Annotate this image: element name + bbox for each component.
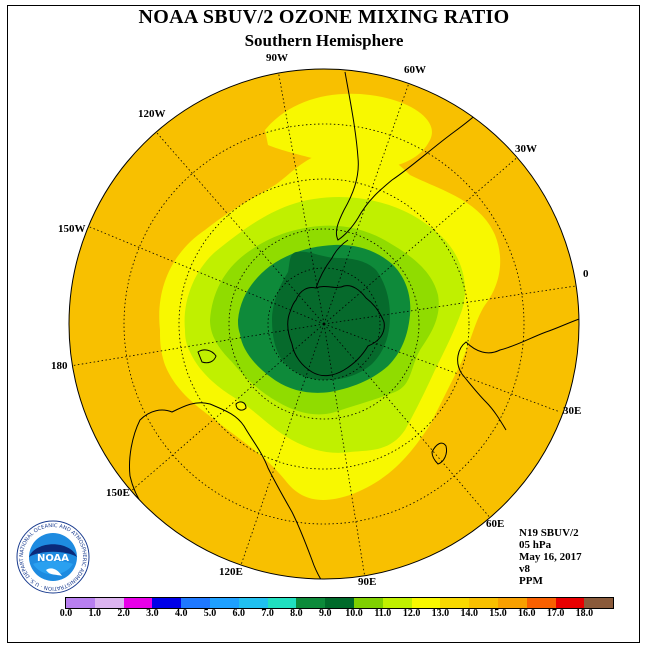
longitude-label-30w: 30W [515, 143, 537, 155]
map-frame [7, 5, 640, 643]
noaa-logo: NATIONAL OCEANIC AND ATMOSPHERIC ADMINIS… [16, 520, 90, 594]
longitude-label-90e: 90E [358, 576, 377, 588]
colorbar-segment [469, 598, 498, 608]
colorbar-tick-label: 12.0 [402, 608, 421, 619]
satellite-label: N19 SBUV/2 [519, 527, 579, 539]
pressure-level-label: 05 hPa [519, 539, 552, 551]
logo-noaa-text: NOAA [37, 553, 69, 564]
page-title: NOAA SBUV/2 OZONE MIXING RATIO [138, 6, 510, 28]
data-info-block: N19 SBUV/2 05 hPa May 16, 2017 v8 PPM [519, 527, 582, 587]
colorbar-segment [181, 598, 210, 608]
colorbar-segment [353, 598, 383, 608]
colorbar-segment [555, 598, 585, 608]
colorbar-tick-label: 8.0 [290, 608, 303, 619]
colorbar-segment [526, 598, 556, 608]
africa-coastline [457, 317, 579, 431]
graticule-lines [69, 69, 579, 579]
colorbar-tick-label: 4.0 [174, 608, 188, 619]
units-label: PPM [519, 575, 543, 587]
longitude-label-60e: 60E [486, 518, 505, 530]
version-label: v8 [519, 563, 530, 575]
colorbar-segment [94, 598, 124, 608]
page-subtitle: Southern Hemisphere [244, 31, 404, 50]
ozone-contour-9ppm [272, 251, 390, 380]
colorbar-tick-label: 7.0 [261, 608, 274, 619]
colorbar [65, 597, 615, 609]
south-america-coastline [335, 71, 496, 241]
longitude-label-60w: 60W [404, 64, 426, 76]
map-outer-circle [68, 68, 580, 580]
colorbar-tick-label: 17.0 [546, 608, 565, 619]
colorbar-segment [296, 598, 326, 608]
tasmania-coastline [235, 401, 247, 411]
longitude-label-120e: 120E [219, 566, 243, 578]
new-zealand-coastline [197, 349, 217, 364]
colorbar-tick-label: 14.0 [460, 608, 478, 619]
colorbar-segment [382, 598, 412, 608]
date-label: May 16, 2017 [519, 551, 582, 563]
longitude-label-0: 0 [583, 268, 589, 280]
colorbar-segment [584, 598, 614, 608]
colorbar-segment [497, 598, 527, 608]
colorbar-tick-label: 3.0 [146, 608, 159, 619]
madagascar-coastline [431, 442, 447, 465]
colorbar-segment [152, 598, 182, 608]
longitude-label-120w: 120W [138, 108, 166, 120]
colorbar-segment [267, 598, 297, 608]
longitude-label-180: 180 [51, 360, 68, 372]
colorbar-tick-label: 0.0 [59, 608, 73, 619]
colorbar-segment [66, 598, 95, 608]
colorbar-tick-label: 18.0 [575, 608, 594, 619]
colorbar-tick-label: 13.0 [431, 608, 450, 619]
colorbar-tick-label: 9.0 [318, 608, 332, 619]
colorbar-segment [209, 598, 239, 608]
colorbar-segment [325, 598, 354, 608]
longitude-label-150e: 150E [106, 487, 130, 499]
colorbar-segment [238, 598, 268, 608]
colorbar-segment [440, 598, 470, 608]
antarctic-peninsula [315, 239, 349, 289]
longitude-label-30e: 30E [563, 405, 582, 417]
colorbar-tick-label: 6.0 [232, 608, 246, 619]
colorbar-tick-label: 10.0 [345, 608, 363, 619]
colorbar-tick-label: 2.0 [117, 608, 130, 619]
colorbar-tick-label: 16.0 [518, 608, 536, 619]
colorbar-tick-label: 11.0 [374, 608, 392, 619]
colorbar-segment [411, 598, 441, 608]
antarctica-coastline [287, 285, 385, 377]
colorbar-tick-label: 5.0 [203, 608, 217, 619]
longitude-label-90w: 90W [266, 52, 288, 64]
colorbar-segment [123, 598, 153, 608]
longitude-label-150w: 150W [58, 223, 86, 235]
ozone-contour-13ppm-upper [265, 93, 432, 171]
colorbar-tick-label: 15.0 [489, 608, 507, 619]
colorbar-tick-label: 1.0 [88, 608, 102, 619]
